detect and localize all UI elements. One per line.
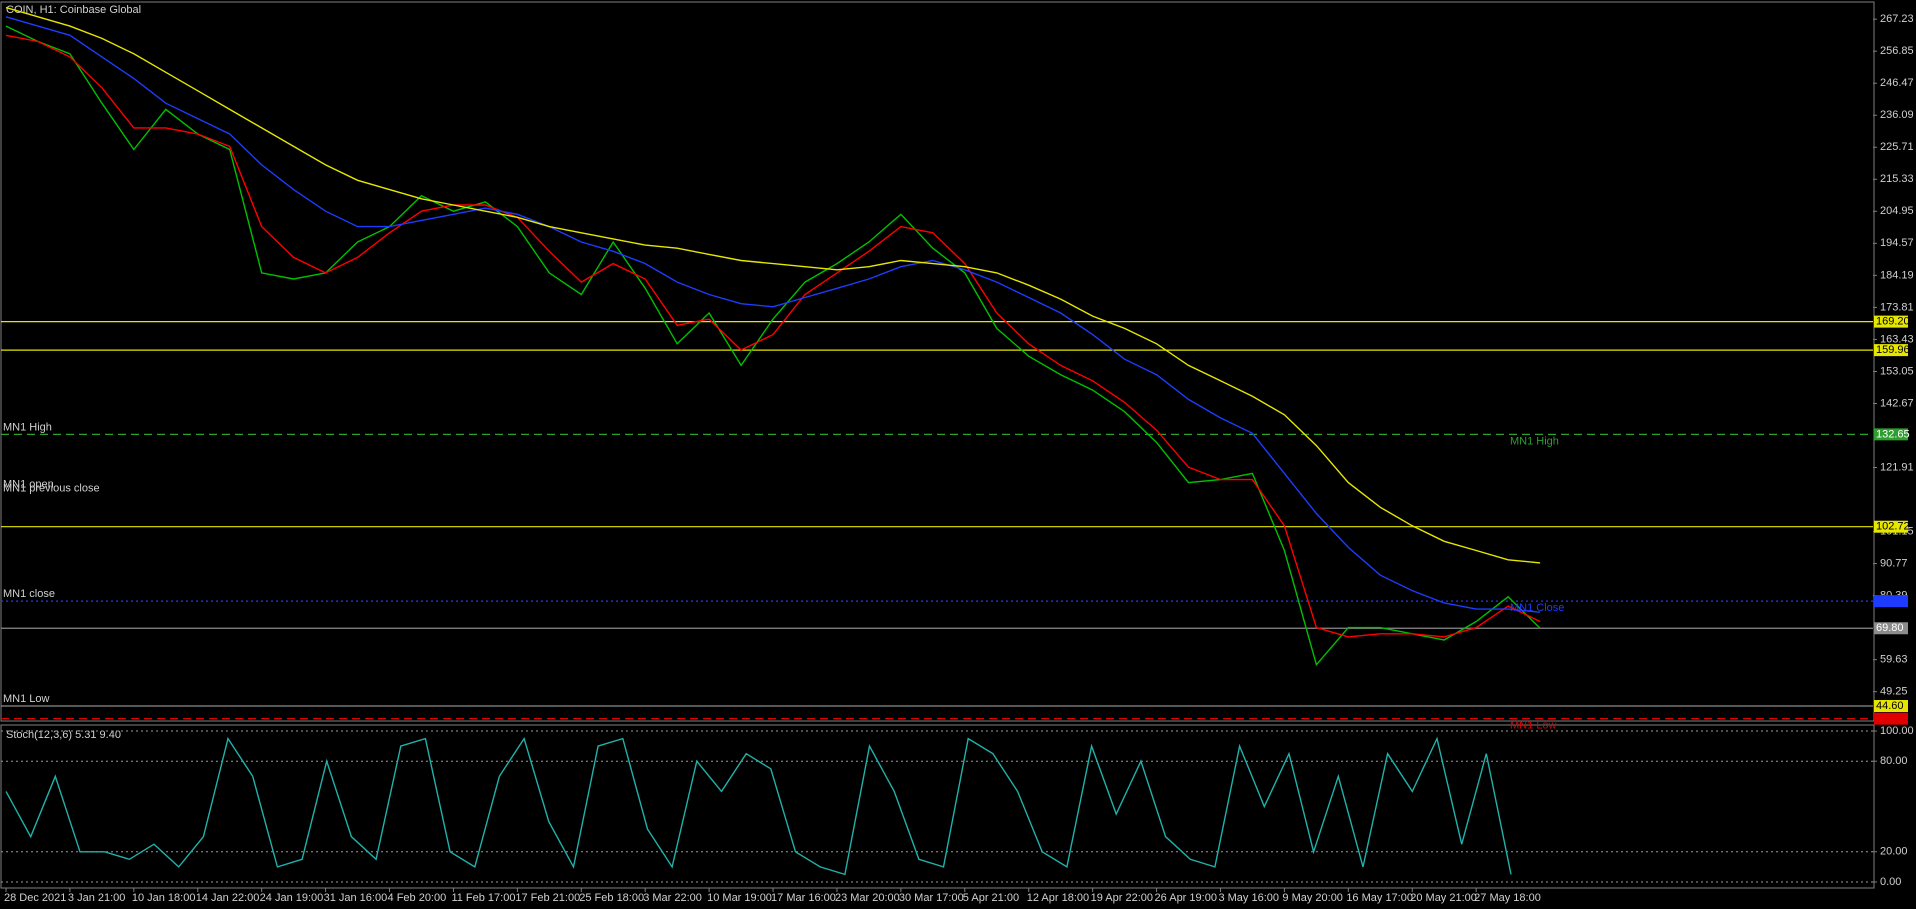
level-left-label: MN1 close bbox=[3, 588, 55, 600]
price-line bbox=[5, 25, 1541, 667]
y-tick-label: 204.95 bbox=[1880, 205, 1914, 217]
x-tick-label: 30 Mar 17:00 bbox=[899, 892, 964, 904]
x-tick-label: 17 Feb 21:00 bbox=[515, 892, 580, 904]
y-tick-label: 20.00 bbox=[1880, 846, 1908, 858]
x-tick-label: 20 May 21:00 bbox=[1410, 892, 1477, 904]
annotation: MN1 previous close bbox=[3, 482, 100, 494]
y-tick-label: 173.81 bbox=[1880, 301, 1914, 313]
price-tag-label: 159.96 bbox=[1876, 344, 1910, 356]
price-tag bbox=[1874, 700, 1908, 713]
x-tick-label: 19 Apr 22:00 bbox=[1091, 892, 1153, 904]
x-tick-label: 24 Jan 19:00 bbox=[260, 892, 324, 904]
x-tick-label: 14 Jan 22:00 bbox=[196, 892, 260, 904]
x-tick-label: 5 Apr 21:00 bbox=[963, 892, 1019, 904]
x-tick-label: 16 May 17:00 bbox=[1346, 892, 1413, 904]
price-tag-label: 69.80 bbox=[1876, 622, 1904, 634]
x-tick-label: 4 Feb 20:00 bbox=[388, 892, 447, 904]
y-tick-label: 142.67 bbox=[1880, 397, 1914, 409]
x-tick-label: 3 Jan 21:00 bbox=[68, 892, 126, 904]
x-tick-label: 31 Jan 16:00 bbox=[324, 892, 388, 904]
x-tick-label: 12 Apr 18:00 bbox=[1027, 892, 1089, 904]
price-tag bbox=[1874, 315, 1908, 328]
y-tick-label: 236.09 bbox=[1880, 109, 1914, 121]
y-tick-label: 163.43 bbox=[1880, 333, 1914, 345]
level-right-label: MN1 High bbox=[1510, 435, 1559, 447]
x-tick-label: 10 Mar 19:00 bbox=[707, 892, 772, 904]
y-tick-label: 194.57 bbox=[1880, 237, 1914, 249]
price-tag bbox=[1874, 712, 1908, 725]
price-line bbox=[5, 6, 1541, 564]
price-line bbox=[5, 736, 1512, 876]
y-tick-label: 153.05 bbox=[1880, 365, 1914, 377]
annotation: MN1 open bbox=[3, 478, 54, 490]
y-tick-label: 90.77 bbox=[1880, 557, 1908, 569]
price-tag-label: 132.65 bbox=[1876, 428, 1910, 440]
y-tick-label: 256.85 bbox=[1880, 45, 1914, 57]
level-left-label: MN1 Low bbox=[3, 693, 50, 705]
x-tick-label: 26 Apr 19:00 bbox=[1155, 892, 1217, 904]
x-tick-label: 25 Feb 18:00 bbox=[579, 892, 644, 904]
price-tag bbox=[1874, 595, 1908, 608]
level-left-label: MN1 High bbox=[3, 421, 52, 433]
x-tick-label: 27 May 18:00 bbox=[1474, 892, 1541, 904]
x-tick-label: 10 Jan 18:00 bbox=[132, 892, 196, 904]
price-line bbox=[5, 16, 1541, 613]
stoch-pane bbox=[0, 724, 1875, 889]
price-tag bbox=[1874, 428, 1908, 441]
indicator-title: Stoch(12,3,6) 5.31 9.40 bbox=[6, 729, 121, 741]
x-tick-label: 11 Feb 17:00 bbox=[451, 892, 515, 904]
x-tick-label: 9 May 20:00 bbox=[1282, 892, 1343, 904]
price-tag-label: 169.20 bbox=[1876, 316, 1910, 328]
price-tag-label: 44.60 bbox=[1876, 700, 1904, 712]
price-tag bbox=[1874, 344, 1908, 357]
x-tick-label: 17 Mar 16:00 bbox=[771, 892, 836, 904]
x-tick-label: 3 May 16:00 bbox=[1218, 892, 1279, 904]
y-tick-label: 215.33 bbox=[1880, 173, 1914, 185]
x-tick-label: 3 Mar 22:00 bbox=[643, 892, 702, 904]
y-tick-label: 246.47 bbox=[1880, 77, 1914, 89]
price-line bbox=[5, 34, 1541, 638]
y-tick-label: 0.00 bbox=[1880, 876, 1901, 888]
price-tag bbox=[1874, 520, 1908, 533]
level-right-label: MN1 Close bbox=[1510, 602, 1564, 614]
y-tick-label: 80.00 bbox=[1880, 755, 1908, 767]
price-tag bbox=[1874, 622, 1908, 635]
main-pane bbox=[0, 1, 1875, 722]
price-tag-label: 102.72 bbox=[1876, 521, 1910, 533]
y-tick-label: 121.91 bbox=[1880, 461, 1914, 473]
y-tick-label: 184.19 bbox=[1880, 269, 1914, 281]
chart-title: COIN, H1: Coinbase Global bbox=[6, 4, 141, 16]
level-right-label: MN1 Low bbox=[1510, 720, 1557, 732]
x-tick-label: 28 Dec 2021 bbox=[4, 892, 66, 904]
y-tick-label: 49.25 bbox=[1880, 686, 1908, 698]
y-tick-label: 267.23 bbox=[1880, 13, 1914, 25]
y-tick-label: 225.71 bbox=[1880, 141, 1914, 153]
y-tick-label: 59.63 bbox=[1880, 654, 1908, 666]
x-tick-label: 23 Mar 20:00 bbox=[835, 892, 900, 904]
y-tick-label: 100.00 bbox=[1880, 725, 1914, 737]
